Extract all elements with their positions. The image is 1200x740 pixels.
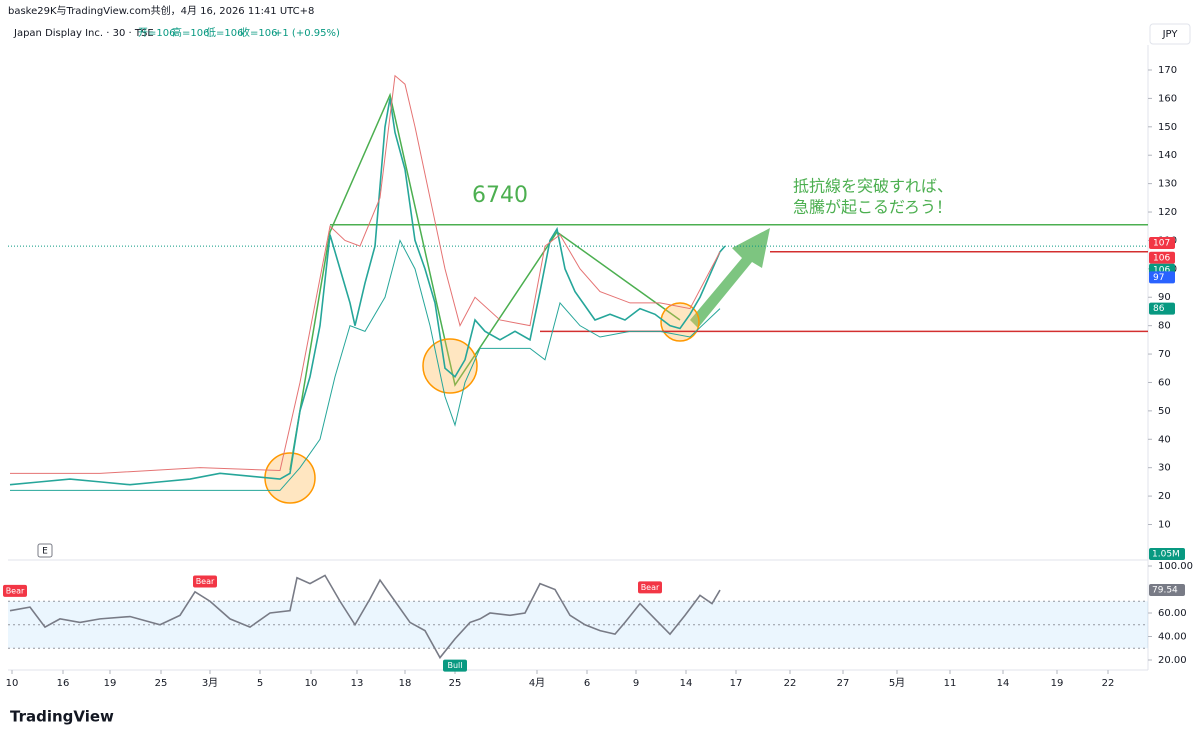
y-tick-label: 40.00 [1158, 632, 1187, 643]
earnings-icon-label[interactable]: E [42, 547, 48, 557]
x-tick-label: 14 [680, 678, 693, 689]
y-tick-label: 20 [1158, 491, 1171, 502]
x-tick-label: 9 [633, 678, 639, 689]
price-tag [1149, 271, 1175, 284]
earnings-icon[interactable] [37, 543, 53, 558]
volume-tag [1149, 548, 1185, 560]
x-tick-label: 3月 [202, 677, 218, 689]
currency-box[interactable] [1149, 23, 1191, 45]
x-tick-label: 27 [837, 678, 850, 689]
y-tick-label: 50 [1158, 406, 1171, 417]
ohlc-high: 高=106 [172, 26, 209, 39]
y-tick-label: 140 [1158, 150, 1177, 161]
annotation-comment: 急騰が起こるだろう！ [793, 198, 952, 217]
signal-tag [3, 584, 27, 597]
x-tick-label: 4月 [529, 677, 545, 689]
x-tick-label: 22 [784, 678, 797, 689]
series-line [9, 574, 721, 660]
annotation-number: 6740 [472, 183, 528, 208]
x-tick-label: 25 [155, 678, 168, 689]
x-tick-label: 16 [57, 678, 70, 689]
y-tick-label: 30 [1158, 463, 1171, 474]
price-tag-label: 107 [1153, 238, 1170, 248]
ohlc-low: 低=106 [206, 26, 243, 39]
arrow [690, 228, 770, 328]
y-tick-label: 20.00 [1158, 655, 1187, 666]
y-tick-label: 60.00 [1158, 608, 1187, 619]
x-tick-label: 18 [399, 678, 412, 689]
y-tick-label: 130 [1158, 179, 1177, 190]
signal-label: Bear [6, 586, 25, 595]
attribution: baske29K与TradingView.com共创，4月 16, 2026 1… [8, 4, 314, 17]
series-line [10, 74, 721, 474]
y-tick-label: 150 [1158, 122, 1177, 133]
signal-label: Bear [196, 577, 215, 586]
price-tag-label: 97 [1153, 273, 1164, 283]
series-line [10, 239, 721, 491]
signal-label: Bull [447, 661, 462, 670]
signal-tag [443, 659, 467, 672]
brand: TradingView [10, 708, 114, 726]
ohlc-change: +1 (+0.95%) [274, 28, 340, 39]
x-tick-label: 19 [104, 678, 117, 689]
ohlc-open: 开=106 [138, 28, 175, 39]
series-line [9, 98, 726, 486]
price-tag [1149, 302, 1175, 315]
x-tick-label: 13 [351, 678, 364, 689]
x-tick-label: 5 [257, 678, 263, 689]
price-tag [1149, 236, 1175, 249]
x-tick-label: 22 [1102, 678, 1115, 689]
signal-tag [193, 575, 217, 588]
highlight-circle [422, 338, 478, 394]
rsi-tag [1149, 584, 1185, 597]
x-tick-label: 19 [1051, 678, 1064, 689]
signal-tag [638, 581, 662, 594]
x-tick-label: 10 [6, 678, 19, 689]
zigzag [289, 92, 681, 471]
x-tick-label: 25 [449, 678, 462, 689]
x-tick-label: 5月 [889, 677, 905, 689]
x-tick-label: 10 [305, 678, 318, 689]
y-tick-label: 10 [1158, 519, 1171, 530]
y-tick-label: 70 [1158, 349, 1171, 360]
symbol: Japan Display Inc. · 30 · TSE [13, 28, 154, 39]
price-tag-label: 106 [1153, 253, 1170, 263]
x-tick-label: 14 [997, 678, 1010, 689]
y-tick-label: 80 [1158, 321, 1171, 332]
y-tick-label: 170 [1158, 65, 1177, 76]
price-tag [1149, 251, 1175, 264]
x-tick-label: 11 [944, 678, 957, 689]
annotation-comment: 抵抗線を突破すれば、 [793, 177, 953, 196]
y-tick-label: 90 [1158, 292, 1171, 303]
x-tick-label: 17 [730, 678, 743, 689]
y-tick-label: 40 [1158, 434, 1171, 445]
zigzag-drawing [289, 92, 681, 471]
signal-label: Bear [641, 583, 660, 592]
ohlc-close: 收=106 [240, 26, 277, 39]
volume-tag-label: 1.05M [1152, 550, 1180, 560]
y-tick-label: 60 [1158, 377, 1171, 388]
y-tick-label: 100.00 [1158, 561, 1193, 572]
y-tick-label: 120 [1158, 207, 1177, 218]
price-tag-label: 106 [1153, 265, 1170, 275]
price-tag-label: 86 [1153, 304, 1165, 314]
y-tick-label: 160 [1158, 93, 1177, 104]
x-tick-label: 6 [584, 678, 590, 689]
currency[interactable]: JPY [1162, 29, 1179, 40]
rsi-tag-label: 79.54 [1152, 586, 1178, 596]
